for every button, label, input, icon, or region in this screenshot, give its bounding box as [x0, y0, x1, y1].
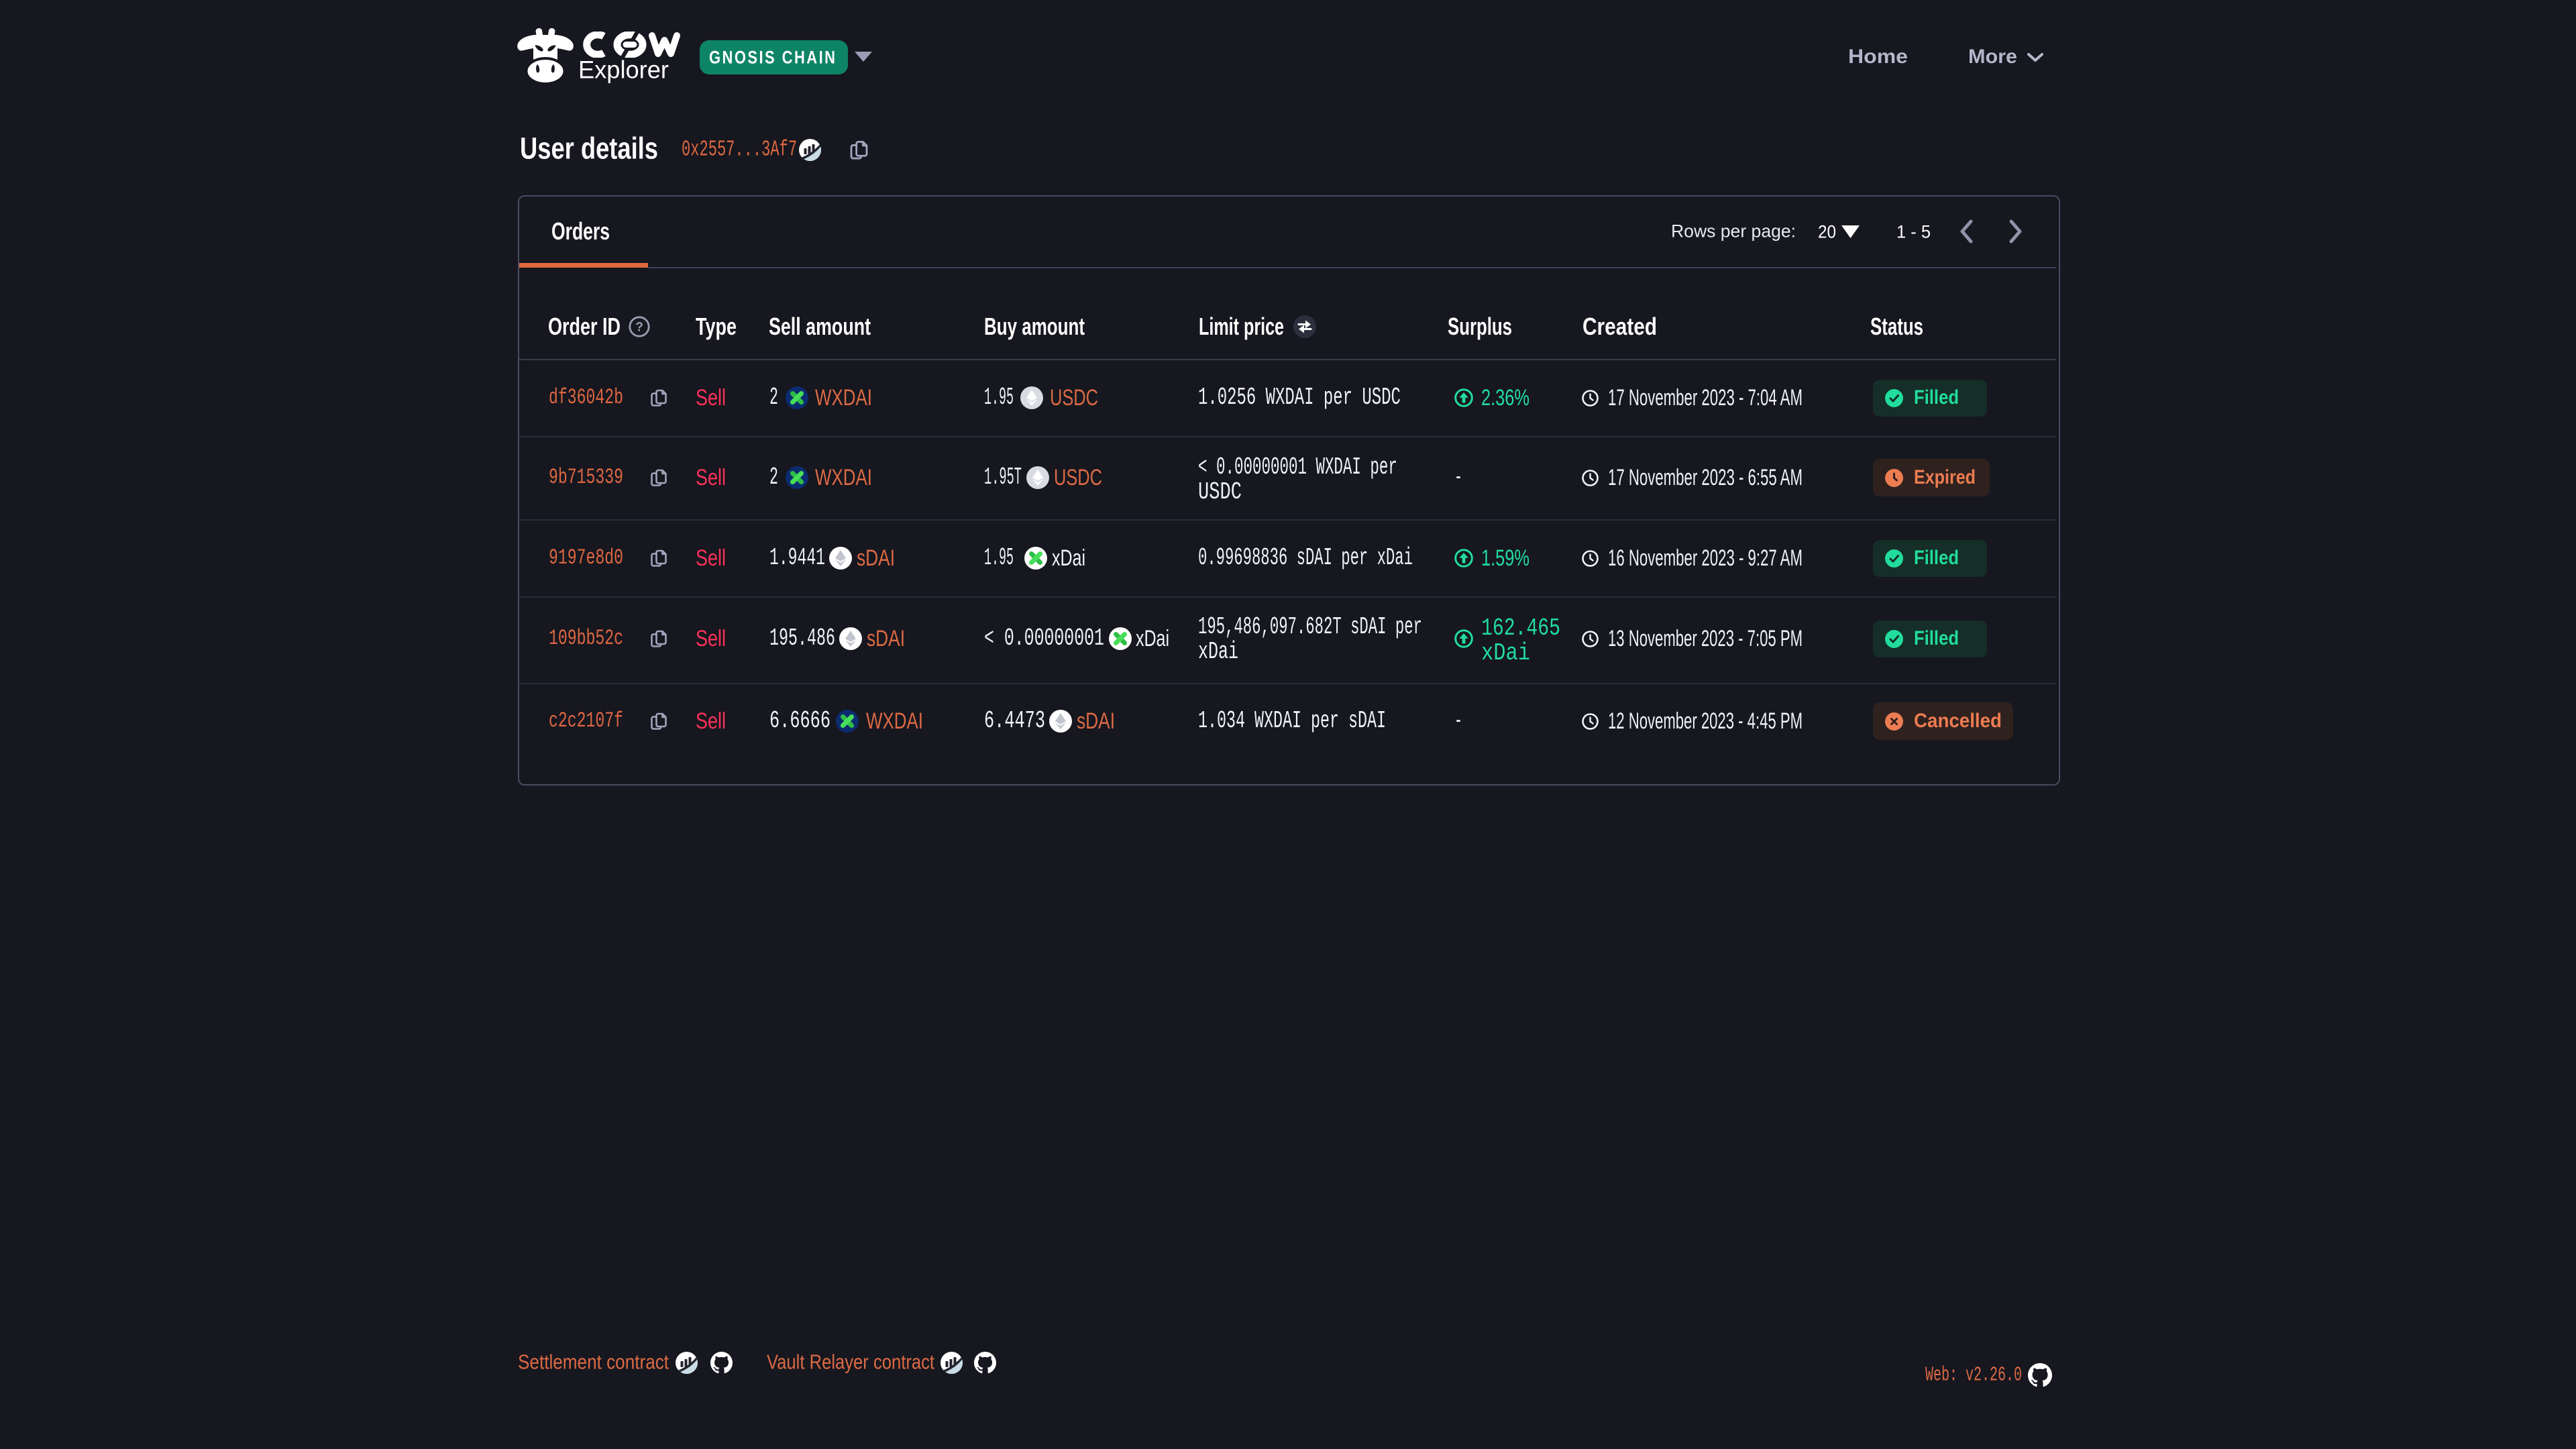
svg-text:?: ? [635, 321, 643, 335]
